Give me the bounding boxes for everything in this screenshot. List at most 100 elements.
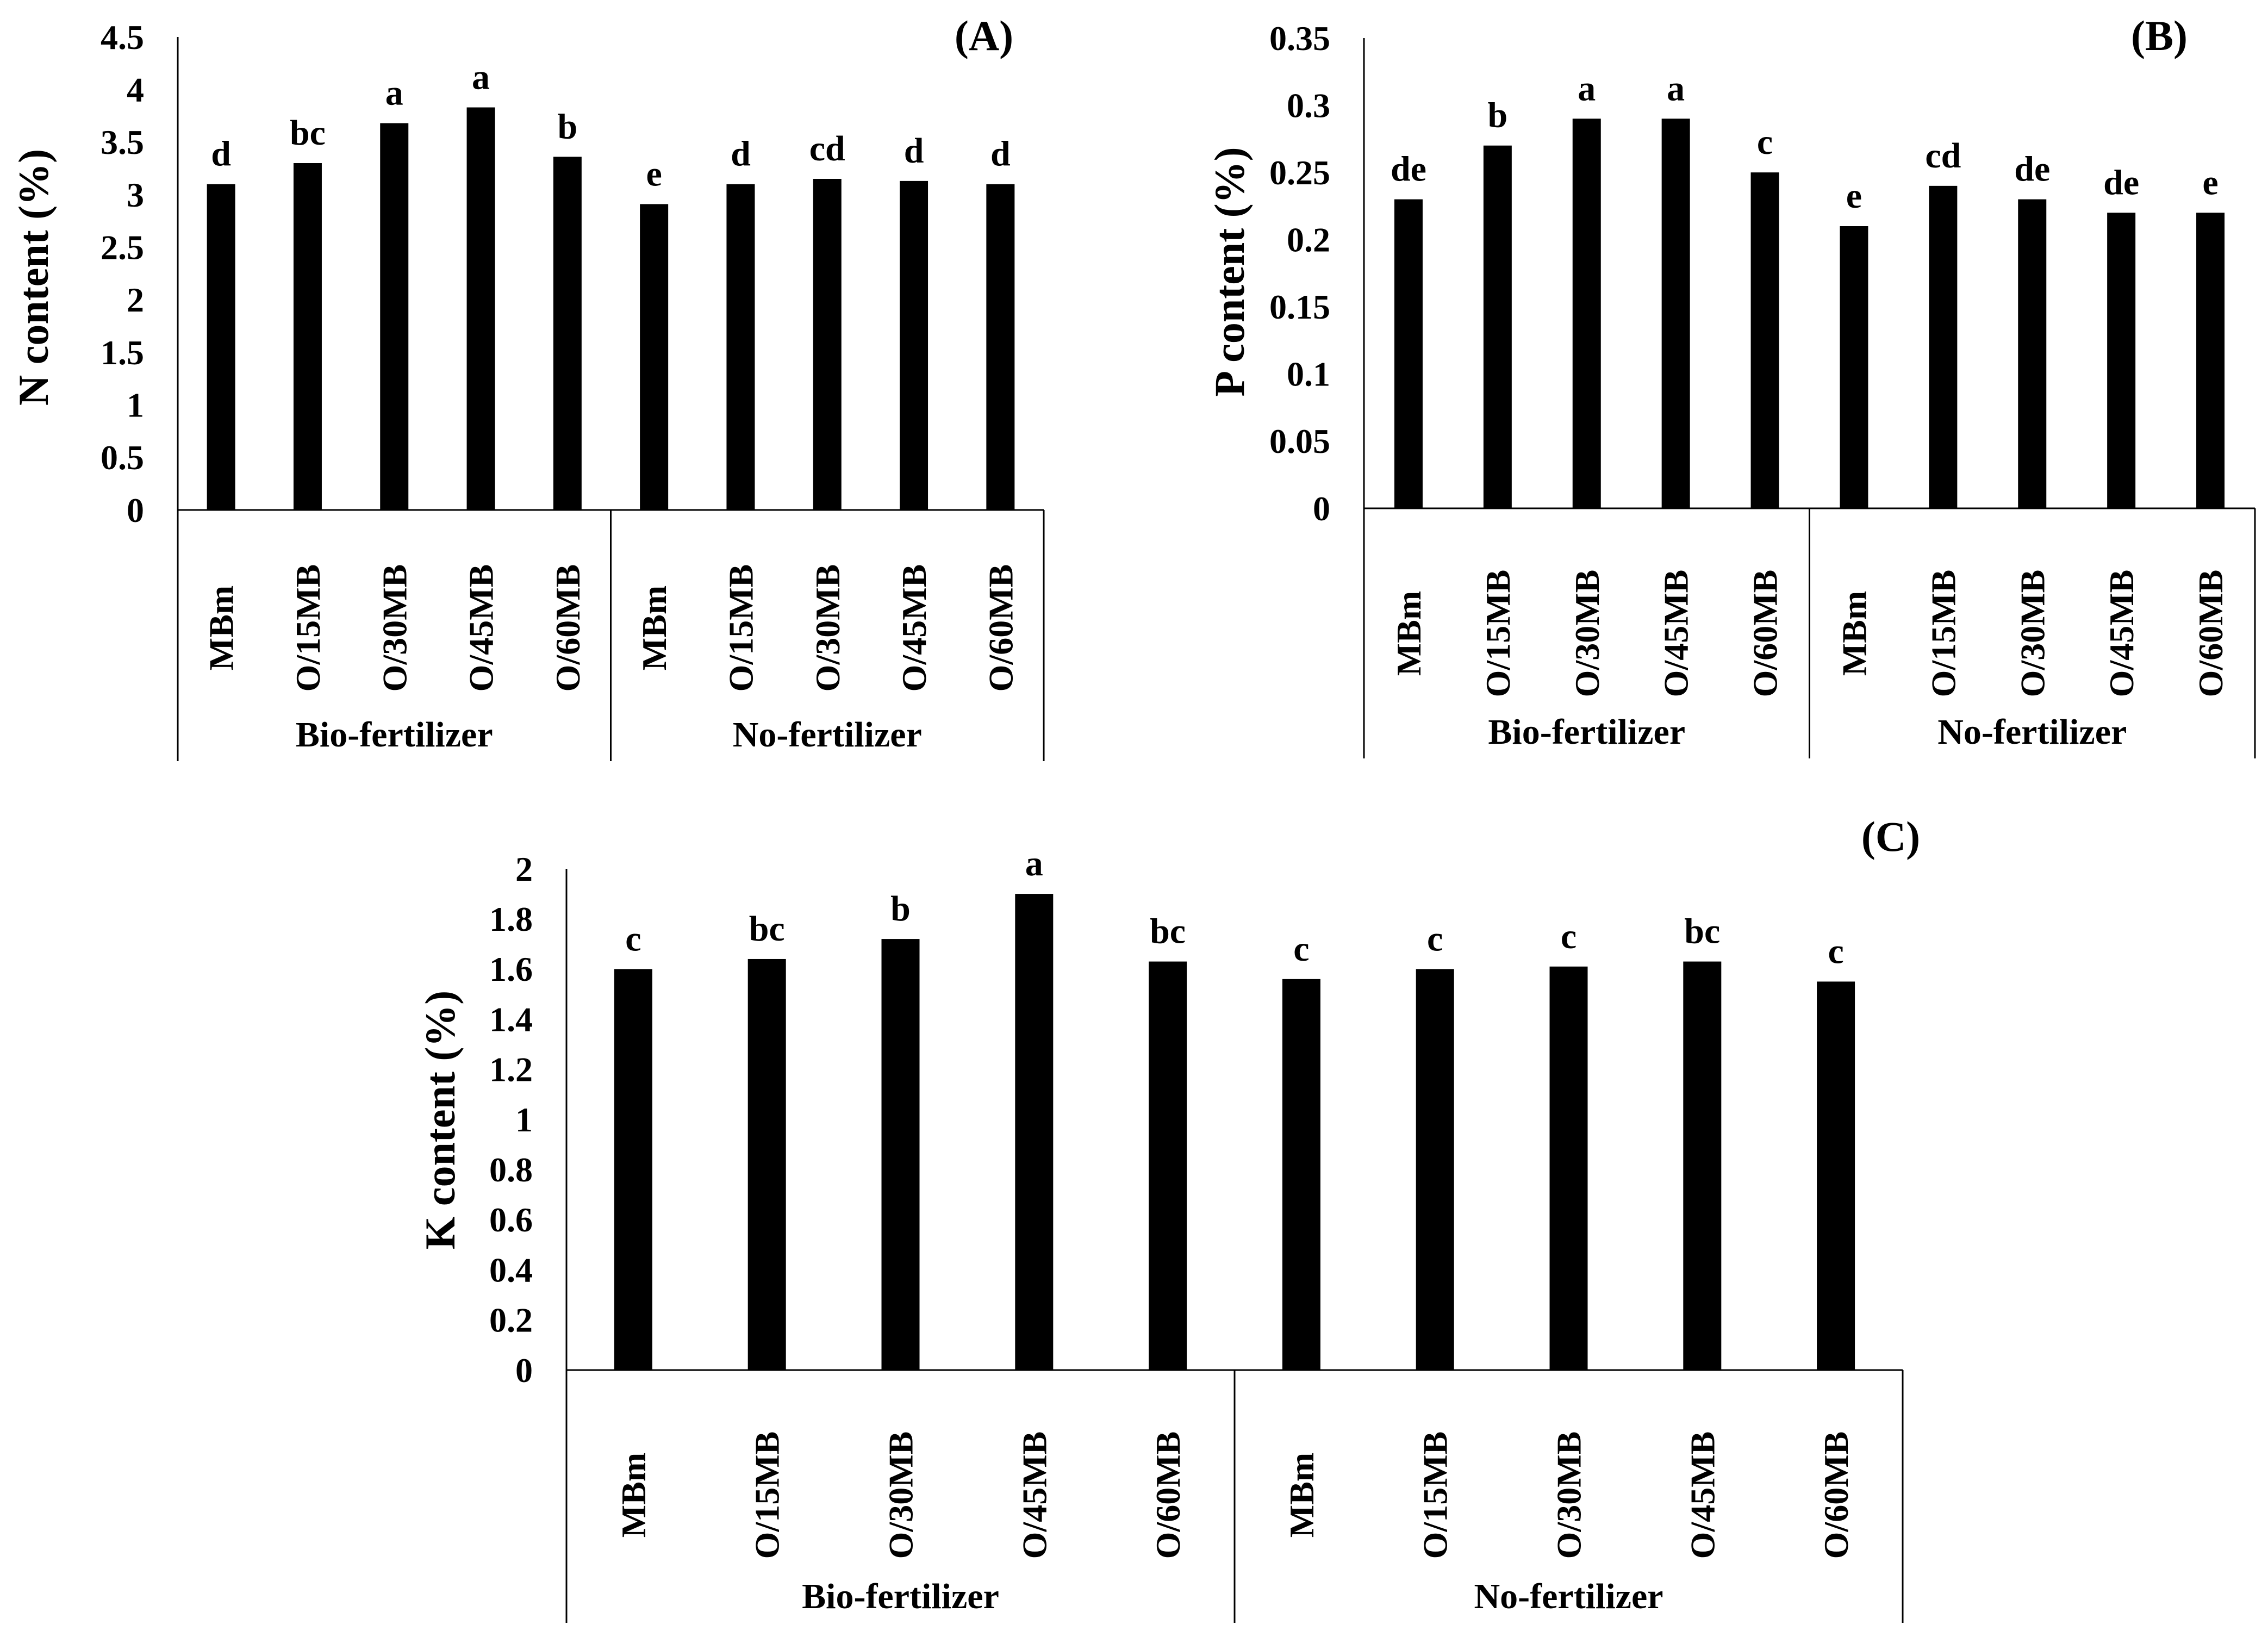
y-tick-label: 3.5 [101, 123, 144, 161]
y-tick-label: 2.5 [101, 228, 144, 266]
x-category-label: MBm [1282, 1453, 1321, 1538]
significance-letter: b [1487, 96, 1507, 135]
significance-letter: de [2014, 150, 2050, 189]
y-axis-title: N content (%) [10, 149, 57, 406]
y-tick-label: 0 [127, 491, 144, 530]
y-tick-label: 0.6 [489, 1200, 533, 1239]
bar-c-3 [1015, 894, 1054, 1370]
bar-c-2 [881, 939, 920, 1370]
significance-letter: b [890, 889, 911, 929]
significance-letter: e [646, 154, 662, 194]
significance-letter: c [1757, 122, 1773, 162]
y-tick-label: 0.25 [1269, 153, 1330, 192]
y-tick-label: 0.35 [1269, 19, 1330, 58]
x-category-label: O/15MB [1924, 570, 1962, 698]
y-tick-label: 0.1 [1287, 355, 1330, 394]
x-category-label: O/15MB [721, 564, 760, 692]
y-tick-label: 1.2 [489, 1050, 533, 1089]
y-tick-label: 1 [515, 1100, 533, 1139]
group-label: No-fertilizer [733, 715, 922, 755]
significance-letter: a [472, 58, 490, 97]
y-tick-label: 0.05 [1269, 422, 1330, 460]
bar-c-4 [1149, 961, 1187, 1370]
x-category-label: O/45MB [895, 564, 933, 692]
significance-letter: bc [1684, 912, 1720, 951]
x-category-label: O/60MB [2191, 570, 2230, 698]
bar-b-6 [1929, 185, 1958, 508]
bar-b-9 [2196, 213, 2225, 508]
bar-c-6 [1416, 969, 1454, 1370]
y-tick-label: 1.4 [489, 1000, 533, 1038]
bar-b-0 [1394, 199, 1423, 509]
significance-letter: d [990, 134, 1011, 174]
significance-letter: bc [749, 909, 785, 949]
x-category-label: O/45MB [462, 564, 501, 692]
bar-b-8 [2107, 213, 2136, 508]
y-tick-label: 0.5 [101, 438, 144, 477]
bar-a-0 [207, 184, 235, 511]
bar-a-5 [640, 204, 669, 510]
panel-a-n-content-chart: 0 0.5 1 1.5 2 2.5 3 3.5 4 4.5 N content (%) (A) d MBm… [10, 12, 1045, 761]
group-label: Bio-fertilizer [296, 715, 493, 755]
bar-a-7 [813, 179, 842, 510]
bar-a-4 [553, 157, 582, 510]
y-tick-label: 3 [127, 176, 144, 214]
group-label: No-fertilizer [1474, 1577, 1663, 1616]
significance-letter: e [2202, 163, 2218, 202]
panel-label: (C) [1861, 813, 1920, 860]
y-tick-label: 0 [515, 1351, 533, 1390]
significance-letter: b [557, 107, 577, 146]
bar-c-0 [614, 969, 652, 1370]
bar-b-5 [1840, 226, 1868, 508]
y-tick-label: 1.6 [489, 950, 533, 988]
y-tick-label: 2 [127, 281, 144, 319]
bar-a-1 [293, 163, 322, 510]
x-category-label: O/60MB [1746, 570, 1785, 698]
x-category-label: O/30MB [1568, 570, 1606, 698]
significance-letter: cd [1925, 136, 1961, 176]
significance-letter: cd [809, 129, 845, 169]
panel-label: (A) [955, 12, 1013, 59]
group-label: Bio-fertilizer [1488, 712, 1685, 752]
x-category-label: O/30MB [375, 564, 414, 692]
significance-letter: bc [1150, 912, 1186, 951]
y-tick-label: 4 [127, 70, 144, 109]
bar-a-9 [986, 184, 1015, 511]
significance-letter: c [1427, 919, 1443, 958]
significance-letter: d [904, 131, 924, 171]
significance-letter: d [211, 134, 231, 174]
x-category-label: O/60MB [1817, 1431, 1855, 1559]
x-category-label: O/15MB [1479, 570, 1517, 698]
bar-c-8 [1683, 961, 1722, 1370]
x-category-label: O/60MB [1149, 1431, 1187, 1559]
bar-b-3 [1661, 119, 1690, 509]
significance-letter: c [1293, 929, 1309, 969]
group-label: Bio-fertilizer [802, 1577, 999, 1616]
panel-c-k-content-chart: 0 0.2 0.4 0.6 0.8 1 1.2 1.4 1.6 1.8 2 K content (%)… [416, 813, 1920, 1623]
significance-letter: c [625, 919, 641, 958]
significance-letter: bc [290, 113, 326, 153]
x-category-label: O/45MB [1683, 1431, 1722, 1559]
x-category-label: MBm [635, 586, 674, 670]
x-category-label: O/30MB [808, 564, 847, 692]
x-category-label: O/45MB [1657, 570, 1696, 698]
panel-b-p-content-chart: 0 0.05 0.1 0.15 0.2 0.25 0.3 0.35 P content (%) (… [1206, 12, 2256, 758]
significance-letter: c [1561, 917, 1577, 956]
x-category-label: O/30MB [882, 1431, 920, 1559]
y-tick-label: 0 [1313, 489, 1330, 528]
bar-c-9 [1817, 981, 1855, 1370]
bar-c-1 [747, 958, 786, 1370]
x-category-label: O/60MB [549, 564, 587, 692]
x-category-label: O/15MB [289, 564, 327, 692]
y-tick-label: 0.8 [489, 1150, 533, 1189]
significance-letter: c [1828, 931, 1843, 971]
x-category-label: O/30MB [1550, 1431, 1588, 1559]
x-category-label: O/60MB [981, 564, 1020, 692]
bar-a-2 [380, 123, 409, 511]
significance-letter: a [1025, 844, 1043, 883]
y-tick-label: 4.5 [101, 18, 144, 57]
significance-letter: a [1578, 69, 1596, 108]
group-label: No-fertilizer [1937, 712, 2127, 752]
x-category-label: O/45MB [2102, 570, 2141, 698]
